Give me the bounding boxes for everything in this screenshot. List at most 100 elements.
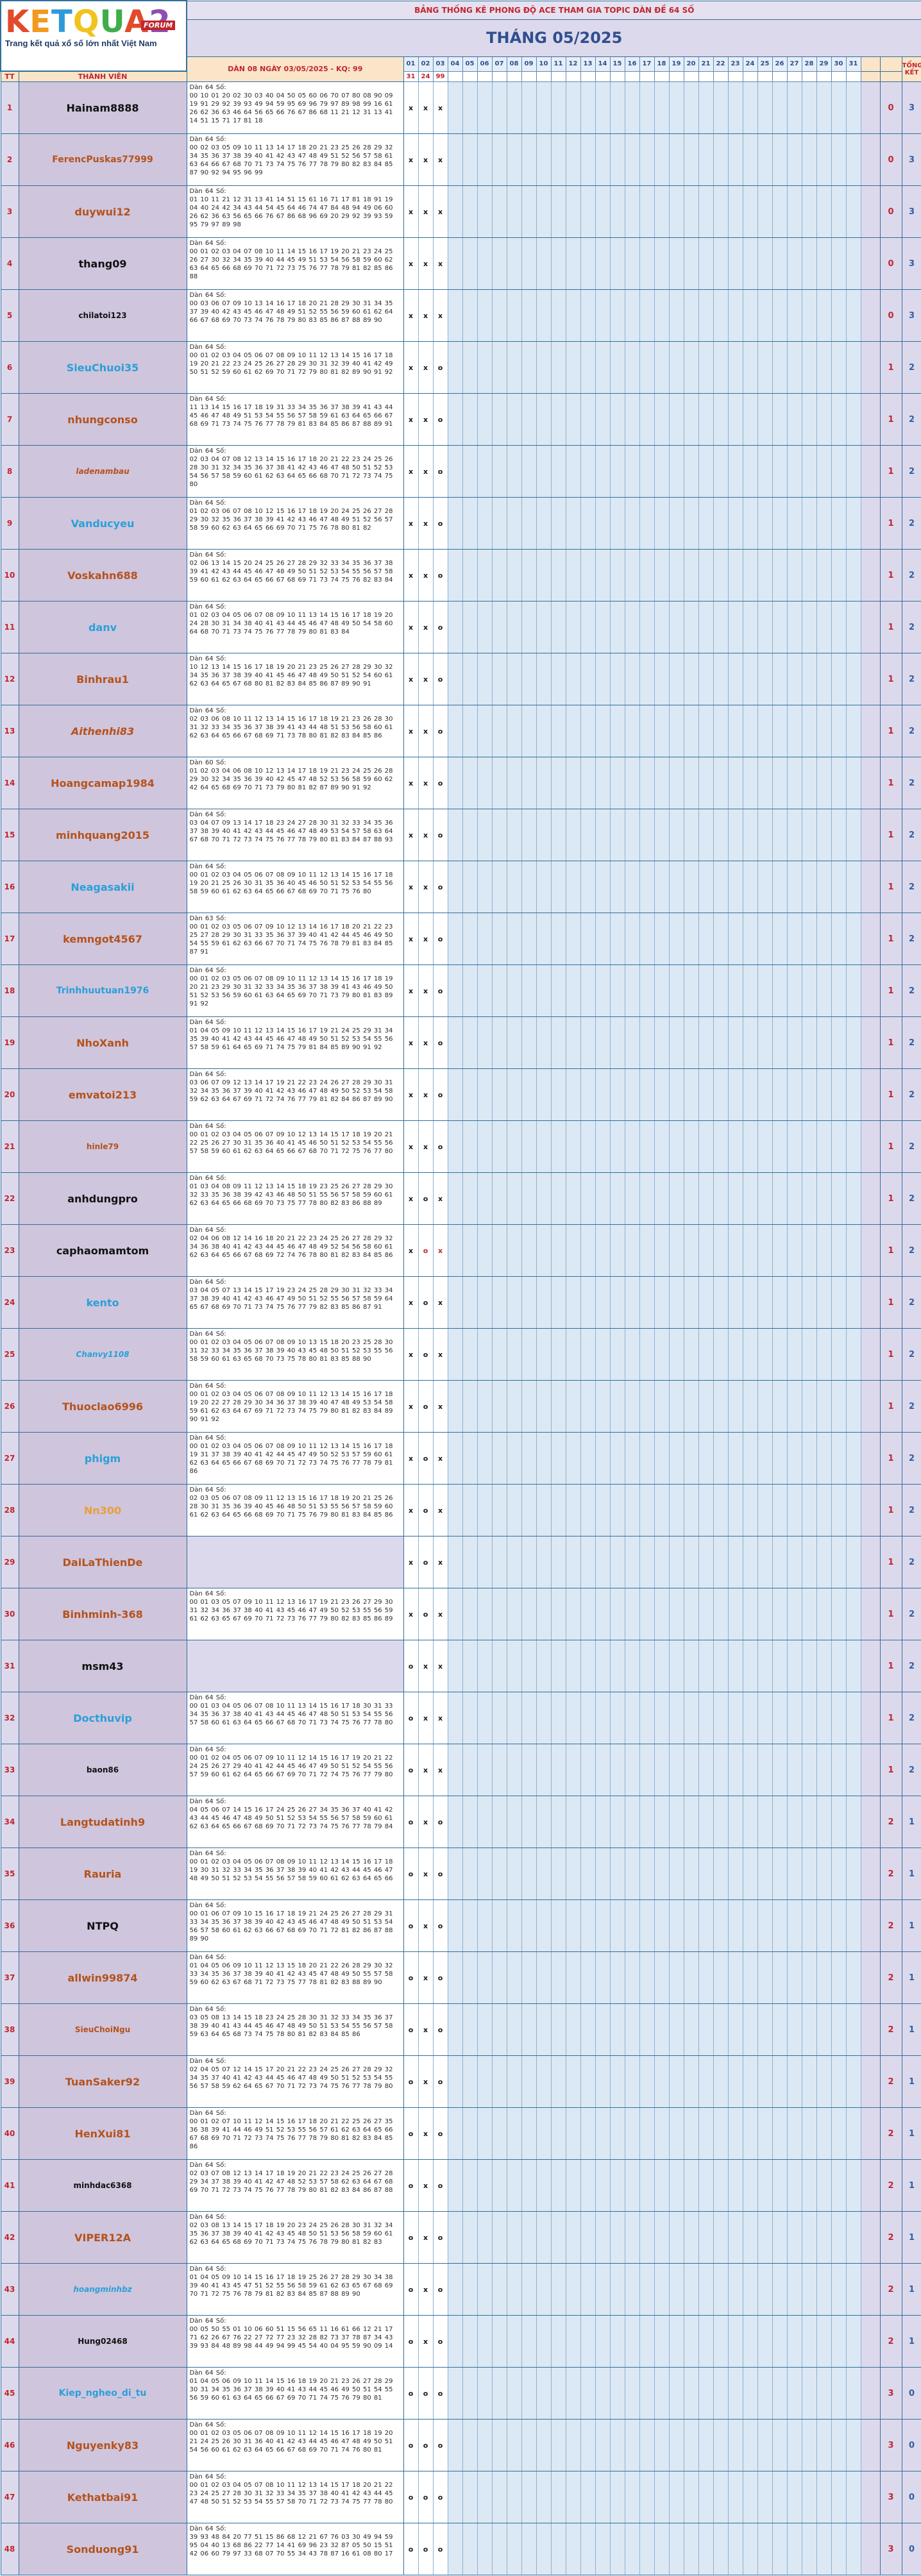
day-cell xyxy=(595,341,611,394)
member-name[interactable]: hoangminhbz xyxy=(18,2263,187,2316)
member-name[interactable]: Hainam8888 xyxy=(18,81,187,134)
member-name[interactable]: Chanvy1108 xyxy=(18,1328,187,1381)
day-cell xyxy=(757,757,773,809)
member-name[interactable]: emvatoi213 xyxy=(18,1068,187,1121)
day-cell xyxy=(727,1068,743,1121)
day-cell xyxy=(713,2159,729,2212)
member-name[interactable]: SieuChuoi35 xyxy=(18,341,187,394)
member-name[interactable]: NhoXanh xyxy=(18,1016,187,1069)
member-name[interactable]: Trinhhuutuan1976 xyxy=(18,964,187,1017)
member-name[interactable]: HenXui81 xyxy=(18,2107,187,2160)
day-cell xyxy=(565,289,581,342)
member-name[interactable]: Vanducyeu xyxy=(18,497,187,550)
day-cell xyxy=(550,237,566,290)
member-name[interactable]: VIPER12A xyxy=(18,2211,187,2264)
day-cell xyxy=(506,1536,522,1588)
member-name[interactable]: duywui12 xyxy=(18,185,187,238)
logo-area[interactable]: KETQUA2 FORUM Trang kết quả xổ số lớn nh… xyxy=(0,0,187,72)
member-name[interactable]: chilatoi123 xyxy=(18,289,187,342)
member-name[interactable]: hinle79 xyxy=(18,1120,187,1173)
row-number: 46 xyxy=(0,2419,19,2471)
day-cell xyxy=(668,1380,684,1433)
member-name[interactable]: Rauria xyxy=(18,1848,187,1900)
day-cell xyxy=(727,1224,743,1277)
member-name[interactable]: Sonduong91 xyxy=(18,2523,187,2575)
member-name[interactable]: Binhrau1 xyxy=(18,653,187,705)
member-name[interactable]: thang09 xyxy=(18,237,187,290)
day-cell xyxy=(727,81,743,134)
day-cell xyxy=(506,289,522,342)
day-cell xyxy=(727,964,743,1017)
day-cell xyxy=(698,1536,714,1588)
member-name[interactable]: caphaomamtom xyxy=(18,1224,187,1277)
member-name[interactable]: NTPQ xyxy=(18,1899,187,1952)
total-wrong: 2 xyxy=(901,1120,921,1173)
member-name[interactable]: TuanSaker92 xyxy=(18,2055,187,2108)
member-row: 10 Voskahn688 Dàn 64 Số: 02 06 13 14 15 20… xyxy=(0,549,921,602)
day-cell xyxy=(506,1432,522,1485)
day-cell xyxy=(786,1692,802,1744)
member-name[interactable]: baon86 xyxy=(18,1744,187,1796)
day-cell xyxy=(845,1536,861,1588)
member-name[interactable]: danv xyxy=(18,601,187,653)
day-cell xyxy=(580,913,596,965)
day-mark: x xyxy=(403,964,419,1017)
member-name[interactable]: Kiep_ngheo_di_tu xyxy=(18,2367,187,2420)
member-name[interactable]: minhquang2015 xyxy=(18,809,187,861)
member-name[interactable]: DaiLaThienDe xyxy=(18,1536,187,1588)
day-header-13: 13 xyxy=(580,56,596,72)
day-cell xyxy=(713,1172,729,1225)
result-empty xyxy=(521,71,537,82)
day-cell xyxy=(477,289,493,342)
dan-numbers: Dàn 64 Số: 03 06 07 09 12 13 14 17 19 21… xyxy=(186,1068,404,1121)
member-name[interactable]: Langtudatinh9 xyxy=(18,1796,187,1848)
member-name[interactable]: SieuChoiNgu xyxy=(18,2003,187,2056)
day-cell xyxy=(550,2419,566,2471)
day-mark: x xyxy=(432,133,448,186)
day-cell xyxy=(683,1536,699,1588)
member-name[interactable]: Nguyenky83 xyxy=(18,2419,187,2471)
day-cell xyxy=(595,2263,611,2316)
day-mark: o xyxy=(418,1432,434,1485)
member-name[interactable]: Binhminh-368 xyxy=(18,1588,187,1640)
member-name[interactable]: kento xyxy=(18,1276,187,1329)
day-cell xyxy=(727,1640,743,1692)
member-name[interactable]: Hung02468 xyxy=(18,2315,187,2368)
total-wrong: 1 xyxy=(901,2003,921,2056)
member-name[interactable]: anhdungpro xyxy=(18,1172,187,1225)
member-name[interactable]: kemngot4567 xyxy=(18,913,187,965)
member-name[interactable]: FerencPuskas77999 xyxy=(18,133,187,186)
member-name[interactable]: Docthuvip xyxy=(18,1692,187,1744)
member-name[interactable]: allwin99874 xyxy=(18,1951,187,2004)
member-name[interactable]: Kethatbai91 xyxy=(18,2471,187,2523)
day-cell xyxy=(654,1172,670,1225)
day-mark: x xyxy=(418,1848,434,1900)
day-mark: x xyxy=(418,1951,434,2004)
day-cell xyxy=(727,1951,743,2004)
day-cell xyxy=(727,2055,743,2108)
member-name[interactable]: msm43 xyxy=(18,1640,187,1692)
row-number: 18 xyxy=(0,964,19,1017)
day-cell xyxy=(506,861,522,913)
day-cell xyxy=(816,2211,832,2264)
day-mark: x xyxy=(418,289,434,342)
day-mark: o xyxy=(403,1692,419,1744)
member-name[interactable]: Hoangcamap1984 xyxy=(18,757,187,809)
ketqua2-logo[interactable]: KETQUA2 FORUM Trang kết quả xổ số lớn nh… xyxy=(5,5,178,55)
member-name[interactable]: minhdac6368 xyxy=(18,2159,187,2212)
member-row: 13 Aithenhi83 Dàn 64 Số: 02 03 06 08 10 11… xyxy=(0,705,921,757)
member-name[interactable]: Voskahn688 xyxy=(18,549,187,602)
result-empty xyxy=(477,71,493,82)
member-name[interactable]: phigm xyxy=(18,1432,187,1485)
day-mark: o xyxy=(432,2107,448,2160)
day-cell xyxy=(477,2107,493,2160)
day-cell xyxy=(639,185,655,238)
day-cell xyxy=(727,2315,743,2368)
member-name[interactable]: nhungconso xyxy=(18,393,187,446)
member-name[interactable]: Nn300 xyxy=(18,1484,187,1536)
member-name[interactable]: ladenambau xyxy=(18,445,187,498)
member-name[interactable]: Thuoclao6996 xyxy=(18,1380,187,1433)
member-name[interactable]: Neagasakii xyxy=(18,861,187,913)
member-name[interactable]: Aithenhi83 xyxy=(18,705,187,757)
day-cell xyxy=(757,1640,773,1692)
